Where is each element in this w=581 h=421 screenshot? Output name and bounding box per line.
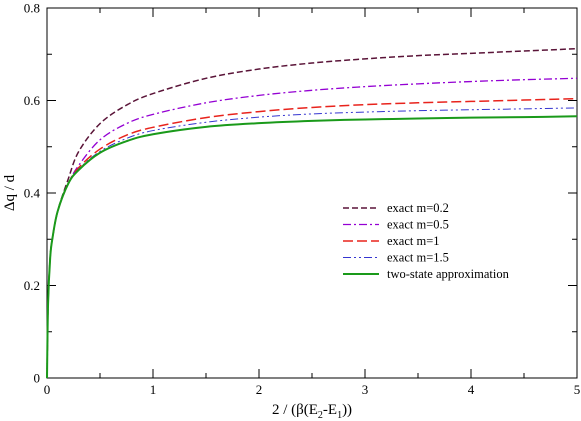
x-tick-label: 3 [362,382,369,397]
x-tick-label: 1 [150,382,157,397]
y-tick-label: 0.6 [24,93,41,108]
legend-label: exact m=0.2 [387,201,449,215]
y-tick-label: 0.2 [24,278,40,293]
series-line [46,107,578,379]
series-line [46,115,578,379]
legend-label: exact m=0.5 [387,218,449,232]
legend: exact m=0.2 exact m=0.5 exact m=1 exact m=1… [343,201,510,281]
y-axis-label: Δq / d [2,174,18,211]
legend-label: exact m=1.5 [387,251,449,265]
x-axis-label: 2 / (β(E2-E1)) [272,402,352,421]
series-group [46,47,578,379]
y-tick-label: 0 [34,371,41,386]
series-line [46,77,578,379]
x-tick-label: 5 [574,382,581,397]
axis-ticks: 0 1 2 3 4 5 0 0.2 0.4 0.6 0.8 [24,1,581,398]
legend-label: exact m=1 [387,234,440,248]
series-line [46,47,578,379]
x-tick-label: 2 [256,382,263,397]
x-tick-label: 4 [468,382,475,397]
y-tick-label: 0.4 [24,186,41,201]
legend-label: two-state approximation [387,267,510,281]
x-tick-label: 0 [44,382,51,397]
y-tick-label: 0.8 [24,1,40,16]
